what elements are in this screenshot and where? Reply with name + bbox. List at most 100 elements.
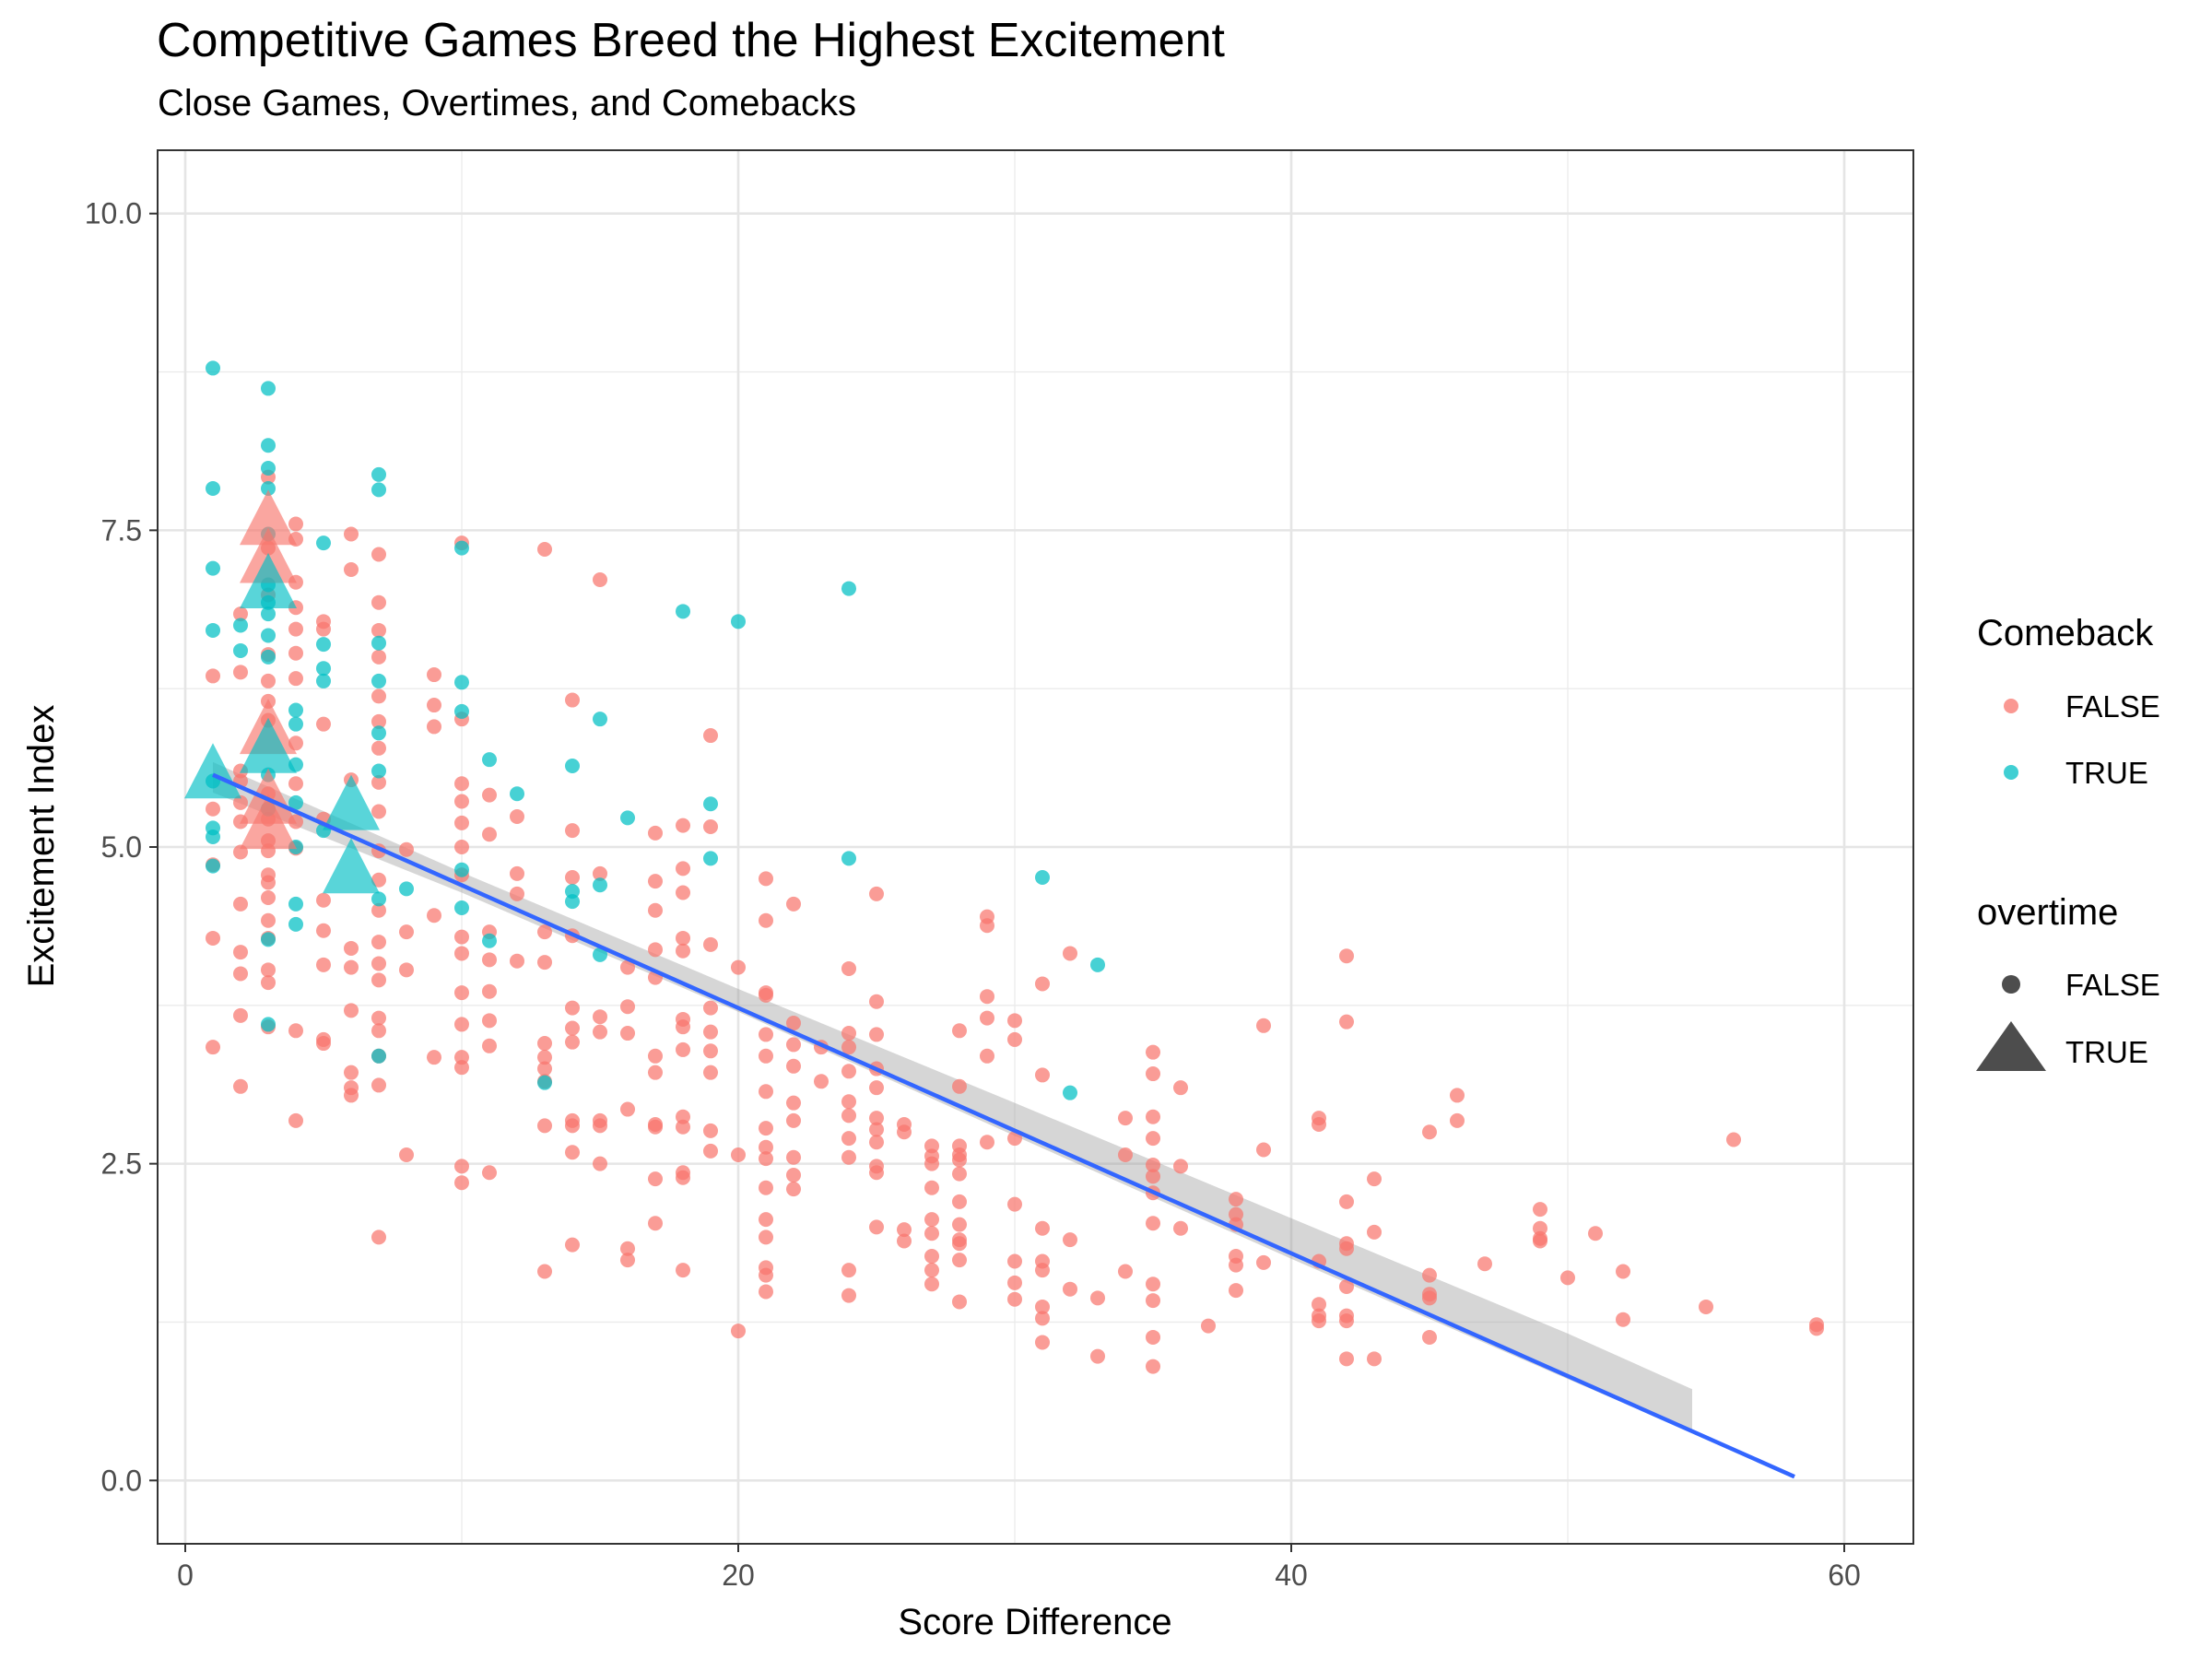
data-point-comeback-false — [1229, 1257, 1243, 1273]
data-point-comeback-true — [371, 482, 386, 498]
data-point-comeback-false — [1367, 1351, 1382, 1367]
data-point-comeback-true — [261, 381, 276, 396]
data-point-comeback-false — [344, 561, 359, 577]
data-point-comeback-false — [841, 1040, 856, 1055]
data-point-comeback-false — [371, 1077, 386, 1093]
data-point-comeback-false — [648, 825, 663, 841]
data-point-comeback-false — [1339, 1241, 1354, 1256]
data-point-comeback-false — [371, 622, 386, 638]
data-point-comeback-false — [454, 1060, 469, 1076]
data-point-comeback-false — [1063, 1281, 1077, 1297]
data-point-comeback-false — [841, 1288, 856, 1303]
data-point-comeback-false — [759, 1048, 773, 1064]
data-point-comeback-false — [371, 688, 386, 704]
data-point-comeback-false — [344, 940, 359, 956]
data-point-comeback-false — [288, 516, 303, 532]
data-point-comeback-false — [593, 1024, 607, 1040]
y-tick-label: 2.5 — [101, 1147, 142, 1181]
data-point-comeback-false — [482, 952, 497, 968]
data-point-comeback-false — [676, 861, 690, 877]
data-point-comeback-true — [1090, 957, 1105, 972]
data-point-comeback-false — [1007, 1131, 1022, 1147]
data-point-comeback-false — [1339, 1278, 1354, 1294]
data-point-comeback-true — [371, 673, 386, 688]
data-point-comeback-false — [703, 936, 718, 952]
data-point-comeback-false — [952, 1294, 967, 1310]
data-point-comeback-true — [288, 716, 303, 732]
data-point-comeback-false — [1367, 1224, 1382, 1240]
data-point-comeback-false — [703, 1065, 718, 1080]
data-point-comeback-false — [1146, 1329, 1160, 1345]
data-point-comeback-false — [537, 924, 552, 940]
data-point-comeback-false — [648, 1065, 663, 1080]
data-point-comeback-false — [648, 902, 663, 918]
data-point-comeback-false — [676, 818, 690, 833]
data-point-comeback-false — [952, 1166, 967, 1182]
x-axis: 0 20 40 60 — [177, 1544, 1861, 1592]
data-point-comeback-true — [371, 1048, 386, 1064]
data-point-comeback-false — [565, 869, 580, 885]
data-point-comeback-true — [841, 581, 856, 596]
data-point-comeback-false — [897, 1124, 912, 1140]
data-point-comeback-false — [454, 946, 469, 961]
data-point-comeback-false — [371, 649, 386, 665]
chart-title: Competitive Games Breed the Highest Exci… — [157, 14, 1225, 67]
data-point-comeback-false — [1146, 1169, 1160, 1184]
data-point-comeback-false — [371, 804, 386, 819]
data-point-comeback-false — [924, 1156, 939, 1171]
overtime-triangle-point — [240, 553, 297, 609]
data-point-comeback-false — [233, 966, 248, 982]
data-point-comeback-false — [233, 794, 248, 810]
data-point-comeback-false — [537, 955, 552, 971]
data-point-comeback-false — [371, 547, 386, 562]
data-point-comeback-false — [924, 1226, 939, 1241]
data-point-comeback-false — [1312, 1313, 1326, 1329]
data-point-comeback-false — [565, 1237, 580, 1253]
data-point-comeback-false — [233, 1078, 248, 1094]
data-point-comeback-true — [537, 1075, 552, 1090]
legend-overtime: overtime FALSE TRUE — [1976, 892, 2160, 1071]
data-point-comeback-false — [454, 794, 469, 809]
data-point-comeback-false — [703, 1143, 718, 1159]
data-point-comeback-false — [1007, 1196, 1022, 1212]
y-tick-label: 0.0 — [101, 1464, 142, 1497]
data-point-comeback-true — [371, 891, 386, 907]
data-point-comeback-false — [648, 874, 663, 889]
data-point-comeback-false — [1616, 1312, 1630, 1327]
y-axis: 0.0 2.5 5.0 7.5 10.0 — [85, 197, 158, 1497]
data-point-comeback-false — [288, 1023, 303, 1039]
data-point-comeback-false — [288, 645, 303, 661]
data-point-comeback-false — [1146, 1131, 1160, 1147]
data-point-comeback-true — [316, 535, 331, 551]
legend-overtime-title: overtime — [1977, 892, 2118, 933]
data-point-comeback-false — [1090, 1348, 1105, 1364]
data-point-comeback-false — [1146, 1044, 1160, 1060]
data-point-comeback-false — [786, 1016, 801, 1031]
data-point-comeback-false — [316, 957, 331, 972]
data-point-comeback-true — [482, 752, 497, 768]
data-point-comeback-false — [980, 1010, 994, 1026]
data-point-comeback-false — [869, 1219, 884, 1235]
data-point-comeback-false — [980, 918, 994, 934]
data-point-comeback-false — [510, 865, 524, 881]
data-point-comeback-false — [454, 1159, 469, 1174]
data-point-comeback-false — [620, 959, 635, 975]
data-point-comeback-false — [454, 815, 469, 830]
data-point-comeback-true — [454, 703, 469, 719]
data-point-comeback-false — [648, 1171, 663, 1187]
overtime-triangle-point — [240, 794, 297, 850]
legend-overtime-false-label: FALSE — [2065, 968, 2160, 1002]
data-point-comeback-false — [952, 1236, 967, 1252]
data-point-comeback-true — [261, 649, 276, 665]
data-point-comeback-false — [371, 740, 386, 756]
data-point-comeback-false — [1035, 1263, 1050, 1278]
data-point-comeback-false — [703, 728, 718, 744]
data-point-comeback-false — [620, 1101, 635, 1117]
data-point-comeback-true — [261, 438, 276, 453]
overtime-triangle-point — [240, 717, 297, 773]
data-point-comeback-false — [841, 960, 856, 976]
data-point-comeback-true — [316, 661, 331, 677]
data-point-comeback-false — [841, 1094, 856, 1110]
data-point-comeback-false — [1118, 1111, 1133, 1126]
data-point-comeback-true — [206, 830, 220, 845]
